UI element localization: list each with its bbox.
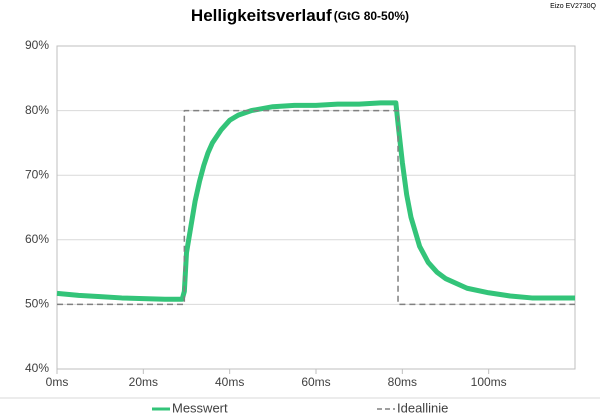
chart-title-group: Helligkeitsverlauf (GtG 80-50%)	[191, 6, 409, 25]
series-line	[56, 100, 575, 302]
y-tick-label: 60%	[25, 232, 49, 246]
x-tick-label: 0ms	[46, 375, 69, 389]
x-tick-label: 100ms	[471, 375, 507, 389]
chart-subtitle: (GtG 80-50%)	[334, 9, 409, 23]
x-tick-label: 40ms	[215, 375, 244, 389]
source-label: Eizo EV2730Q	[550, 3, 596, 10]
y-tick-label: 80%	[25, 103, 49, 117]
y-tick-label: 40%	[25, 361, 49, 375]
chart-title: Helligkeitsverlauf	[191, 6, 332, 25]
y-tick-label: 50%	[25, 297, 49, 311]
x-tick-label: 80ms	[388, 375, 417, 389]
legend-label: Ideallinie	[397, 400, 448, 415]
x-tick-label: 20ms	[129, 375, 158, 389]
y-tick-label: 70%	[25, 167, 49, 181]
legend-label: Messwert	[172, 400, 228, 415]
x-tick-label: 60ms	[301, 375, 330, 389]
y-tick-label: 90%	[25, 38, 49, 52]
